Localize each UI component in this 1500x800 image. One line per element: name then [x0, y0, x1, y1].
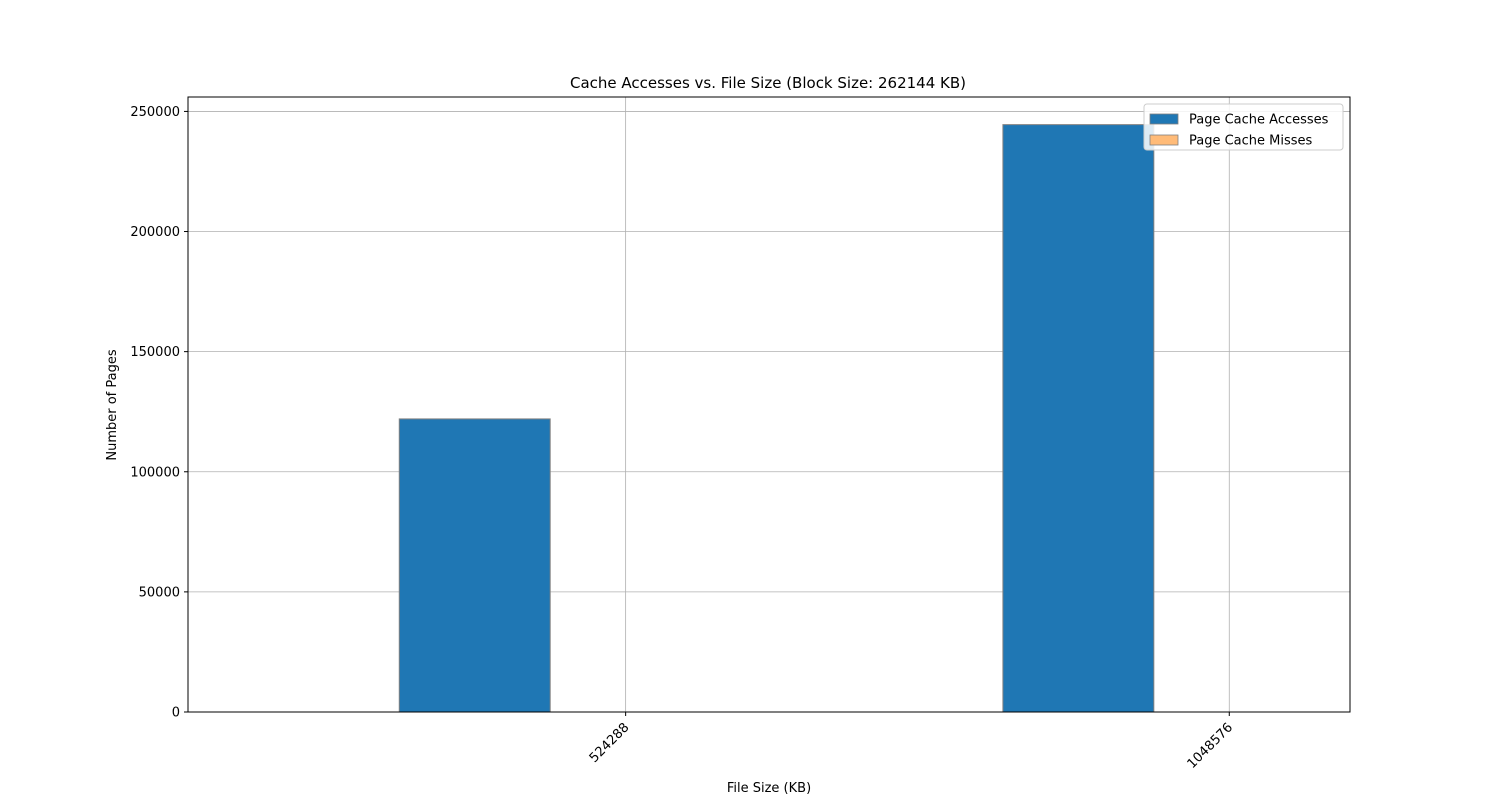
bar-page-cache-accesses	[1002, 124, 1155, 713]
y-tick-label: 200000	[130, 225, 180, 240]
y-tick-label: 0	[172, 706, 180, 721]
legend: Page Cache Accesses Page Cache Misses	[1143, 103, 1344, 151]
bars	[398, 124, 1155, 713]
legend-label: Page Cache Accesses	[1189, 113, 1329, 128]
legend-label: Page Cache Misses	[1189, 134, 1313, 149]
y-axis-label: Number of Pages	[105, 349, 120, 460]
y-tick-label: 100000	[130, 465, 180, 480]
bar-page-cache-accesses	[398, 418, 551, 713]
legend-swatch	[1149, 134, 1179, 146]
x-axis-label: File Size (KB)	[727, 781, 811, 796]
legend-swatch	[1149, 113, 1179, 125]
plot-frame	[187, 96, 1351, 713]
y-tick-label: 150000	[130, 345, 180, 360]
y-tick-label: 250000	[130, 105, 180, 120]
legend-box	[1143, 103, 1344, 151]
y-tick-label: 50000	[139, 585, 180, 600]
chart-title: Cache Accesses vs. File Size (Block Size…	[570, 74, 966, 92]
y-axis: 0 50000 100000 150000 200000 250000	[130, 105, 188, 721]
